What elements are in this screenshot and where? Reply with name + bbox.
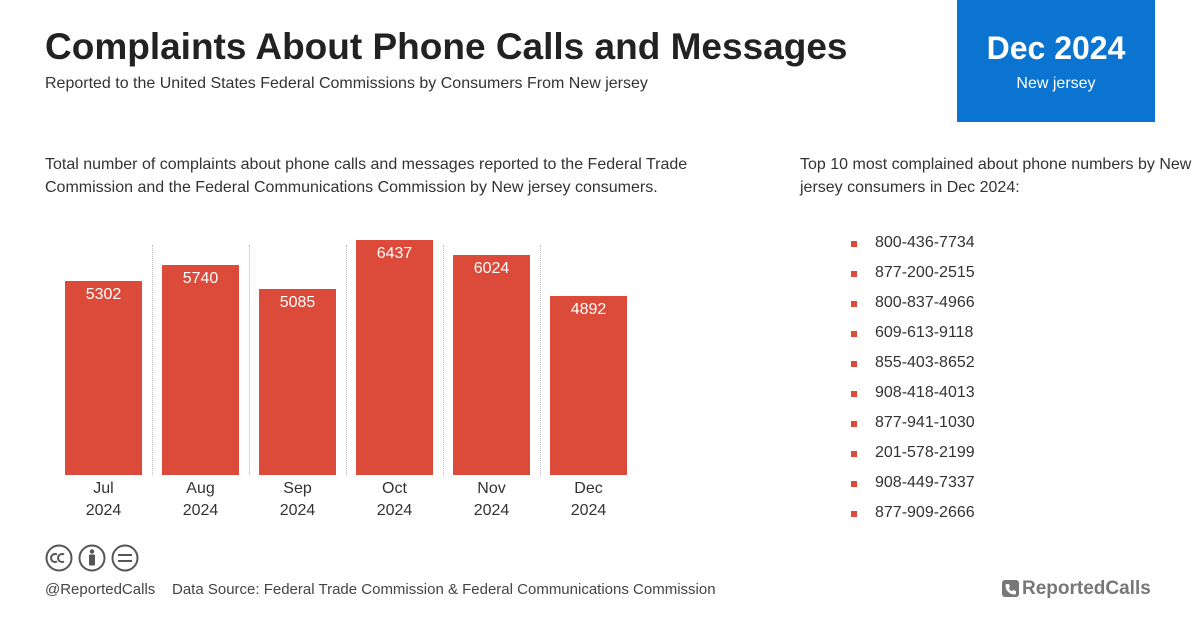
bar <box>453 255 530 475</box>
subtitle: Reported to the United States Federal Co… <box>45 75 648 92</box>
bullet <box>851 421 857 427</box>
x-tick-label: Aug 2024 <box>182 480 219 519</box>
value-label: 6024 <box>473 260 510 278</box>
category-separator <box>346 245 347 475</box>
bar <box>162 265 239 475</box>
category-separator <box>540 245 541 475</box>
badge: Dec 2024 New jersey <box>957 0 1155 122</box>
phone-number: 609-613-9118 <box>875 324 974 341</box>
category-separator <box>443 245 444 475</box>
license-icons <box>45 544 139 572</box>
phone-number: 855-403-8652 <box>875 354 975 371</box>
category-separator <box>249 245 250 475</box>
value-label: 4892 <box>570 301 607 319</box>
x-tick-label: Dec 2024 <box>570 480 607 519</box>
bullet <box>851 241 857 247</box>
title: Complaints About Phone Calls and Message… <box>45 26 848 67</box>
chart: Jul 2024 5302 Aug 2024 5740 Sep 2024 5085 Oct … <box>65 240 627 519</box>
bullet <box>851 271 857 277</box>
bullet <box>851 511 857 517</box>
category-separator <box>152 245 153 475</box>
phone-number: 201-578-2199 <box>875 444 975 461</box>
bar <box>356 240 433 475</box>
x-tick-label: Sep 2024 <box>279 480 316 519</box>
badge-region: New jersey <box>1016 75 1096 92</box>
bullet <box>851 451 857 457</box>
phone-number: 908-449-7337 <box>875 474 975 491</box>
value-label: 5740 <box>182 270 219 288</box>
bullet <box>851 301 857 307</box>
phone-number: 877-941-1030 <box>875 414 975 431</box>
footer-source: Data Source: Federal Trade Commission & … <box>172 581 716 598</box>
footer-handle: @ReportedCalls <box>45 581 156 598</box>
list-heading: Top 10 most complained about phone numbe… <box>800 156 1192 196</box>
x-tick-label: Nov 2024 <box>473 480 510 519</box>
bullet <box>851 331 857 337</box>
bullet <box>851 391 857 397</box>
phone-number: 877-909-2666 <box>875 504 975 521</box>
bullet <box>851 481 857 487</box>
value-label: 5085 <box>279 294 316 312</box>
value-label: 6437 <box>376 245 413 262</box>
brand-icon <box>1002 580 1019 597</box>
phone-number: 800-436-7734 <box>875 234 975 251</box>
phone-number: 908-418-4013 <box>875 384 975 401</box>
brand: ReportedCalls <box>1022 578 1151 599</box>
phone-number: 800-837-4966 <box>875 294 975 311</box>
bullet <box>851 361 857 367</box>
x-tick-label: Jul 2024 <box>85 480 122 519</box>
bar <box>550 296 627 475</box>
chart-description: Total number of complaints about phone c… <box>45 156 688 196</box>
value-label: 5302 <box>85 286 122 304</box>
phone-number: 877-200-2515 <box>875 264 975 281</box>
bar <box>259 289 336 475</box>
badge-period: Dec 2024 <box>986 30 1126 66</box>
x-tick-label: Oct 2024 <box>376 480 413 519</box>
bar <box>65 281 142 475</box>
